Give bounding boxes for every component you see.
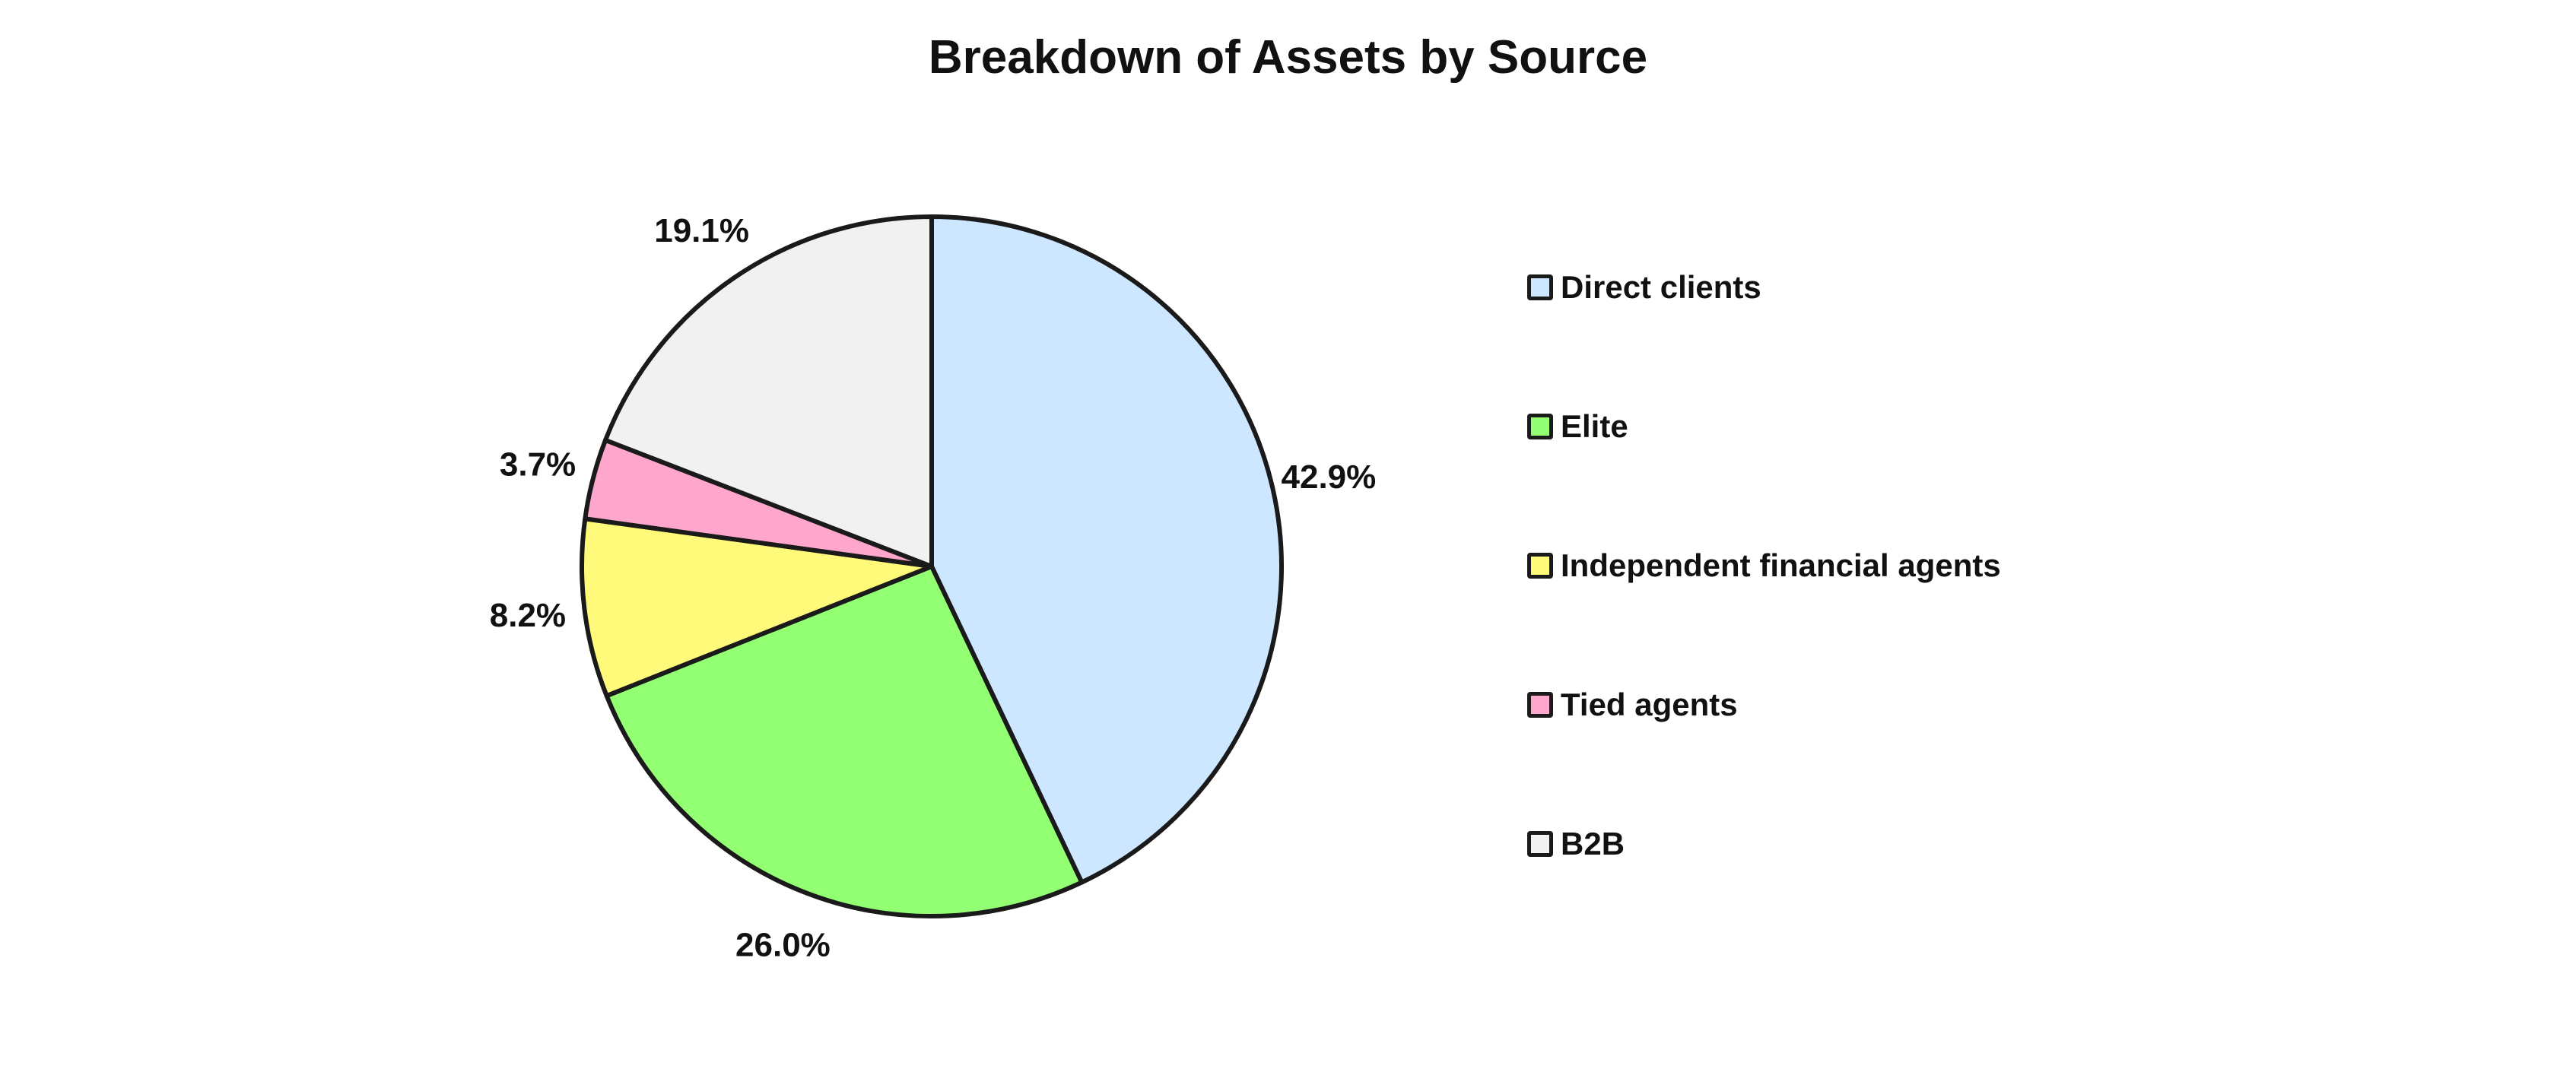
legend-label: B2B (1561, 826, 1625, 861)
legend-label: Direct clients (1561, 269, 1761, 305)
slice-label-direct-clients: 42.9% (1282, 458, 1377, 496)
pie-labels: 42.9% 26.0% 8.2% 3.7% 19.1% (490, 212, 1377, 963)
slice-label-tied-agents: 3.7% (500, 446, 576, 484)
legend-item-b2b: B2B (1527, 823, 1625, 865)
legend-swatch (1527, 274, 1553, 300)
pie-slice-elite (604, 564, 1085, 918)
slice-label-elite: 26.0% (735, 926, 831, 963)
legend-swatch (1527, 414, 1553, 439)
legend-item-independent-financial-agents: Independent financial agents (1527, 544, 2001, 587)
slice-label-b2b: 19.1% (654, 212, 749, 249)
legend-item-tied-agents: Tied agents (1527, 684, 1738, 726)
legend-item-elite: Elite (1527, 405, 1628, 448)
legend-label: Independent financial agents (1561, 547, 2001, 583)
pie-slice-direct-clients (929, 214, 1284, 885)
chart-title: Breakdown of Assets by Source (928, 31, 1648, 84)
legend-item-direct-clients: Direct clients (1527, 266, 1761, 309)
slice-label-independent-financial-agents: 8.2% (490, 597, 566, 634)
pie-slice-b2b (603, 214, 934, 569)
legend-swatch (1527, 553, 1553, 579)
legend-label: Tied agents (1561, 687, 1738, 722)
legend-swatch (1527, 831, 1553, 857)
pie-slices (580, 214, 1284, 918)
legend-label: Elite (1561, 408, 1628, 444)
pie-slice-independent-financial-agents (580, 516, 934, 699)
legend-swatch (1527, 692, 1553, 718)
